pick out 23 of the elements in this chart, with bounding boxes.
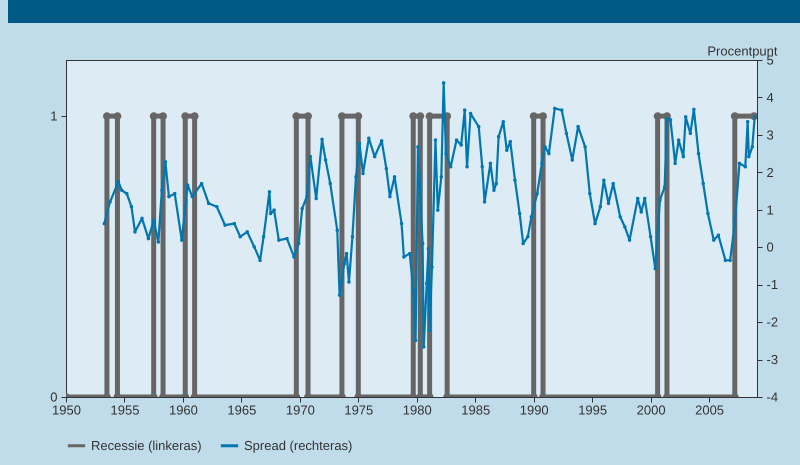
x-tick-label: 1975	[344, 402, 374, 418]
y2-tick-label: 3	[766, 127, 774, 142]
x-tick-label: 1980	[402, 402, 432, 418]
y2-tick-label: -1	[766, 277, 778, 292]
y2-tick-label: -3	[766, 352, 778, 368]
y2-tick-label: 1	[766, 202, 774, 218]
legend-label: Recessie (linkeras)	[91, 438, 202, 453]
y2-tick-label: 2	[766, 164, 774, 180]
y2-tick-label: 4	[766, 90, 774, 105]
x-tick-label: 1955	[110, 402, 140, 418]
legend-label: Spread (rechteras)	[244, 438, 352, 453]
x-tick-label: 1960	[168, 402, 198, 418]
x-tick-label: 1965	[227, 402, 256, 418]
x-tick-label: 2005	[695, 402, 724, 418]
y2-tick-label: 0	[766, 240, 774, 255]
y2-tick-label: -4	[766, 390, 778, 404]
x-tick-label: 2000	[636, 402, 666, 418]
x-tick-label: 1950	[52, 402, 81, 418]
x-tick-label: 1985	[461, 402, 490, 418]
x-tick-label: 1995	[578, 402, 608, 418]
y2-tick-label: -2	[766, 314, 778, 330]
x-tick-label: 1970	[286, 402, 315, 418]
x-tick-label: 1990	[520, 402, 549, 418]
